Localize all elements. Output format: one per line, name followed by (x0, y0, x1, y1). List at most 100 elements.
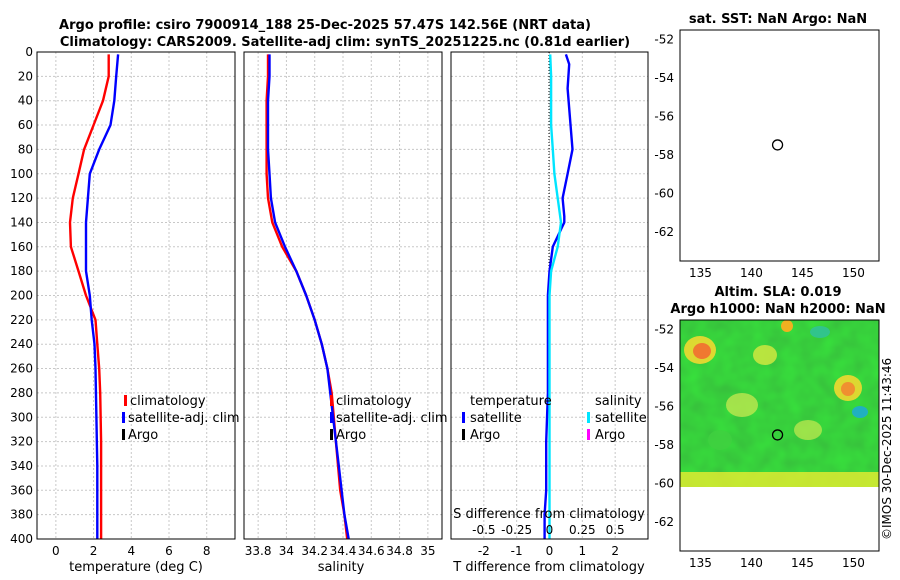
altim-sla-map-panel: Altim. SLA: 0.019 Argo h1000: NaN h2000:… (654, 285, 885, 570)
heatmap-feature (852, 406, 868, 418)
sat-sst-map-panel: sat. SST: NaN Argo: NaN 135 140 145 150 -52 -… (654, 12, 880, 280)
x-tick-label: 34.4 (330, 544, 357, 558)
salinity-series (265, 54, 350, 540)
y-tick-label: -52 (654, 323, 674, 337)
heatmap-feature (680, 472, 879, 487)
y-tick-label: 280 (10, 386, 33, 400)
imos-timestamp: ©IMOS 30-Dec-2025 11:43:46 (880, 358, 894, 540)
y-tick-label: 380 (10, 508, 33, 522)
altim-sla-axes-frame (679, 319, 880, 552)
y-tick-label: 140 (10, 215, 33, 229)
legend-t-argo-marker (462, 429, 465, 440)
x-tick-label: 0 (52, 544, 60, 558)
x-tick-label: 33.8 (245, 544, 272, 558)
sat-sst-axes-frame (679, 29, 880, 262)
difference-legend-salinity: salinity satellite Argo (587, 394, 647, 443)
y-tick-label: 160 (10, 240, 33, 254)
salinity-x-tick-labels: 33.8 34 34.2 34.4 34.6 34.8 35 (245, 544, 436, 558)
y-tick-label: 300 (10, 410, 33, 424)
y-tick-label: -62 (654, 225, 674, 239)
top-tick-label: 0 (546, 523, 554, 537)
salinity-grid (244, 52, 442, 539)
temperature-panel: 0204060801001201401601802002202402602803… (10, 45, 240, 575)
top-tick-label: -0.25 (501, 523, 532, 537)
difference-legend-temperature: temperature satellite Argo (462, 394, 552, 443)
y-tick-label: 320 (10, 435, 33, 449)
series-line-satellite-adj-clim (84, 54, 120, 539)
heatmap-feature (794, 420, 822, 440)
legend-t-satellite-marker (462, 412, 465, 423)
series-line-climatology (68, 54, 110, 539)
altim-sla-tick-labels: 135 140 145 150 -52 -54 -56 -58 -60 -62 (654, 323, 865, 570)
y-tick-label: -56 (654, 110, 674, 124)
legend-satellite-label: satellite-adj. clim (128, 411, 240, 426)
legend-argo-label: Argo (336, 428, 366, 443)
legend-argo-marker (122, 429, 125, 440)
series-line-t-satellite (543, 54, 574, 539)
y-tick-label: 180 (10, 264, 33, 278)
temperature-series (68, 54, 120, 539)
difference-x-tick-labels: -2 -1 0 1 2 (478, 544, 619, 558)
y-tick-label: 80 (18, 142, 33, 156)
y-tick-label: -54 (654, 71, 674, 85)
y-tick-label: -58 (654, 438, 674, 452)
temperature-x-label: temperature (deg C) (69, 560, 203, 575)
y-tick-label: 260 (10, 362, 33, 376)
top-tick-label: 0.25 (569, 523, 596, 537)
x-tick-label: 6 (165, 544, 173, 558)
x-tick-label: 34.2 (301, 544, 328, 558)
x-tick-label: 150 (842, 266, 865, 280)
temperature-grid (37, 52, 235, 539)
difference-grid (451, 52, 648, 539)
x-tick-label: 145 (791, 266, 814, 280)
x-tick-label: -1 (511, 544, 523, 558)
y-tick-label: 240 (10, 337, 33, 351)
heatmap-feature (693, 343, 711, 359)
legend-climatology-marker (124, 395, 127, 406)
legend-climatology-label: climatology (130, 394, 206, 409)
y-tick-label: 20 (18, 69, 33, 83)
legend-s-argo-marker (587, 429, 590, 440)
x-tick-label: 34.8 (386, 544, 413, 558)
x-tick-label: -2 (478, 544, 490, 558)
salinity-x-label: salinity (318, 560, 365, 575)
y-tick-label: 40 (18, 94, 33, 108)
legend-argo-label: Argo (128, 428, 158, 443)
x-tick-label: 135 (689, 556, 712, 570)
y-tick-label: 220 (10, 313, 33, 327)
altim-sla-points (771, 429, 784, 441)
legend-s-satellite-label: satellite (595, 411, 647, 426)
series-line-s-satellite (548, 54, 563, 539)
y-tick-label: -60 (654, 187, 674, 201)
heatmap-feature (753, 345, 777, 365)
x-tick-label: 140 (740, 556, 763, 570)
y-tick-label: -56 (654, 400, 674, 414)
legend-satellite-marker (330, 412, 333, 423)
legend-t-satellite-label: satellite (470, 411, 522, 426)
temperature-legend: climatology satellite-adj. clim Argo (122, 394, 240, 443)
heatmap-feature (726, 393, 758, 417)
y-tick-label: 200 (10, 289, 33, 303)
y-tick-label: -52 (654, 33, 674, 47)
x-tick-label: 135 (689, 266, 712, 280)
y-tick-label: 340 (10, 459, 33, 473)
top-tick-label: 0.5 (606, 523, 625, 537)
y-tick-label: 0 (25, 45, 33, 59)
y-tick-label: 120 (10, 191, 33, 205)
sat-sst-tick-labels: 135 140 145 150 -52 -54 -56 -58 -60 -62 (654, 33, 865, 280)
series-line-satellite-adj-clim (266, 54, 350, 540)
y-tick-label: 60 (18, 118, 33, 132)
legend-climatology-marker (330, 395, 333, 406)
x-tick-label: 0 (546, 544, 554, 558)
legend-climatology-label: climatology (336, 394, 412, 409)
x-tick-label: 140 (740, 266, 763, 280)
legend-satellite-label: satellite-adj. clim (336, 411, 448, 426)
x-tick-label: 8 (203, 544, 211, 558)
y-tick-label: -60 (654, 477, 674, 491)
legend-s-satellite-marker (587, 412, 590, 423)
y-tick-label: 100 (10, 167, 33, 181)
x-tick-label: 4 (127, 544, 135, 558)
heatmap-feature (708, 430, 732, 450)
heatmap-feature (841, 382, 855, 396)
